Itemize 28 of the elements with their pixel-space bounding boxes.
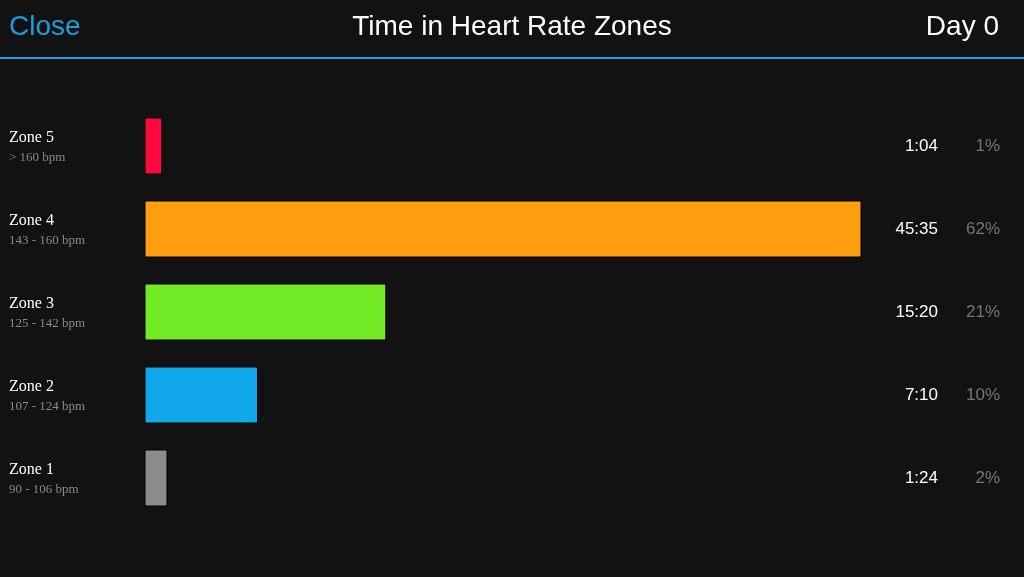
y-tick-label: Zone 3 xyxy=(9,294,54,311)
bar xyxy=(144,366,259,424)
bar xyxy=(144,200,862,258)
bar xyxy=(144,449,168,507)
data-label: 1:24 xyxy=(904,467,938,487)
data-label: 1:04 xyxy=(904,136,938,156)
data-label: 15:20 xyxy=(895,302,938,321)
bar xyxy=(144,283,387,341)
text: Day 0 xyxy=(925,10,999,41)
text: 62% xyxy=(965,219,1000,239)
y-tick-label: Zone 1 xyxy=(9,459,54,477)
text: 21% xyxy=(965,302,1000,321)
y-tick-label: Zone 4 xyxy=(9,211,54,229)
text: 90 - 106 bpm xyxy=(9,480,79,496)
text: 107 - 124 bpm xyxy=(9,397,86,413)
y-tick-label: Zone 2 xyxy=(9,376,54,394)
text: 125 - 142 bpm xyxy=(9,315,86,330)
y-tick-label: Zone 5 xyxy=(9,128,54,146)
bar xyxy=(144,117,163,175)
data-label: 7:10 xyxy=(904,384,938,404)
text: > 160 bpm xyxy=(9,149,66,165)
text: 143 - 160 bpm xyxy=(9,232,86,248)
text: 2% xyxy=(975,467,1000,487)
text: 1% xyxy=(975,136,1000,156)
data-label: 45:35 xyxy=(895,219,938,239)
text: Close xyxy=(9,10,81,41)
chart-title: Time in Heart Rate Zones xyxy=(352,10,672,41)
text: 10% xyxy=(965,384,1000,404)
